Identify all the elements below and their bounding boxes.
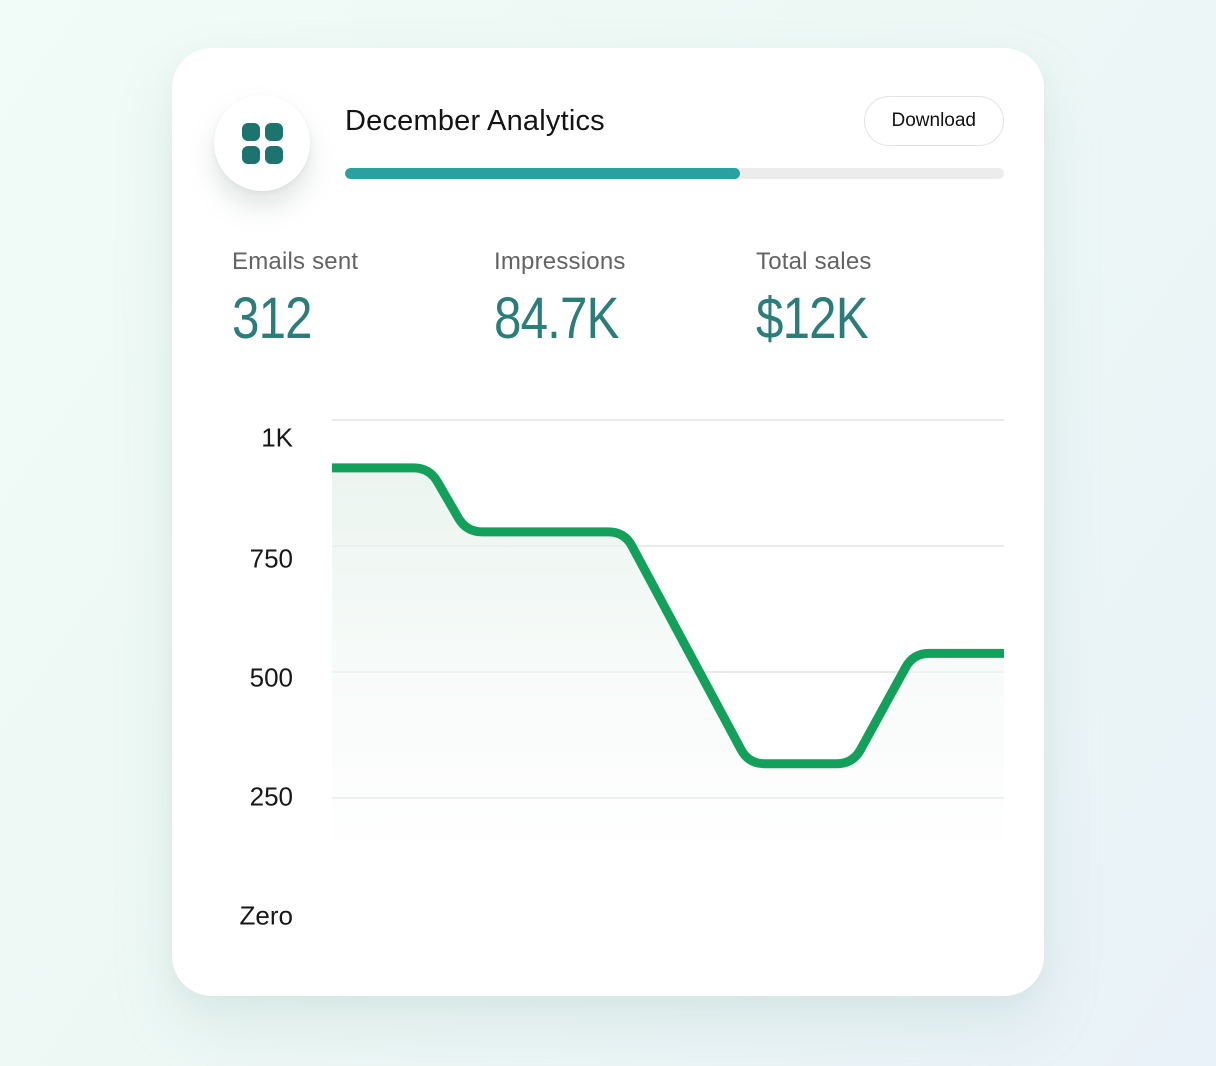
stat-emails-sent: Emails sent 312 <box>232 248 494 352</box>
plot-area <box>332 408 1004 928</box>
y-tick-750: 750 <box>249 543 293 574</box>
y-axis: 1K 750 500 250 Zero <box>232 408 293 931</box>
analytics-card: December Analytics Download Emails sent … <box>172 48 1044 996</box>
y-tick-250: 250 <box>249 781 293 812</box>
stat-label: Emails sent <box>232 248 359 275</box>
title-row: December Analytics Download <box>345 95 1004 147</box>
y-tick-zero: Zero <box>239 900 293 931</box>
y-tick-500: 500 <box>249 662 293 693</box>
stat-impressions: Impressions 84.7K <box>494 248 756 352</box>
chart-plot <box>332 419 1004 860</box>
stat-label: Impressions <box>494 248 626 275</box>
stat-label: Total sales <box>756 248 872 275</box>
y-tick-1k: 1K <box>261 422 293 453</box>
stats-row: Emails sent 312 Impressions 84.7K Total … <box>232 248 1004 352</box>
app-badge <box>214 95 310 191</box>
grid-2x2-icon <box>241 122 283 164</box>
stat-value: 84.7K <box>494 286 619 351</box>
progress-fill <box>345 168 741 179</box>
progress-bar <box>345 168 1004 179</box>
page-title: December Analytics <box>345 104 605 137</box>
stat-value: 312 <box>232 286 313 351</box>
stat-total-sales: Total sales $12K <box>756 248 887 352</box>
download-button[interactable]: Download <box>863 96 1004 146</box>
area-chart: 1K 750 500 250 Zero <box>232 408 1004 931</box>
card-header: December Analytics Download <box>172 48 1044 191</box>
header-content: December Analytics Download <box>345 95 1004 179</box>
stat-value: $12K <box>756 286 869 351</box>
